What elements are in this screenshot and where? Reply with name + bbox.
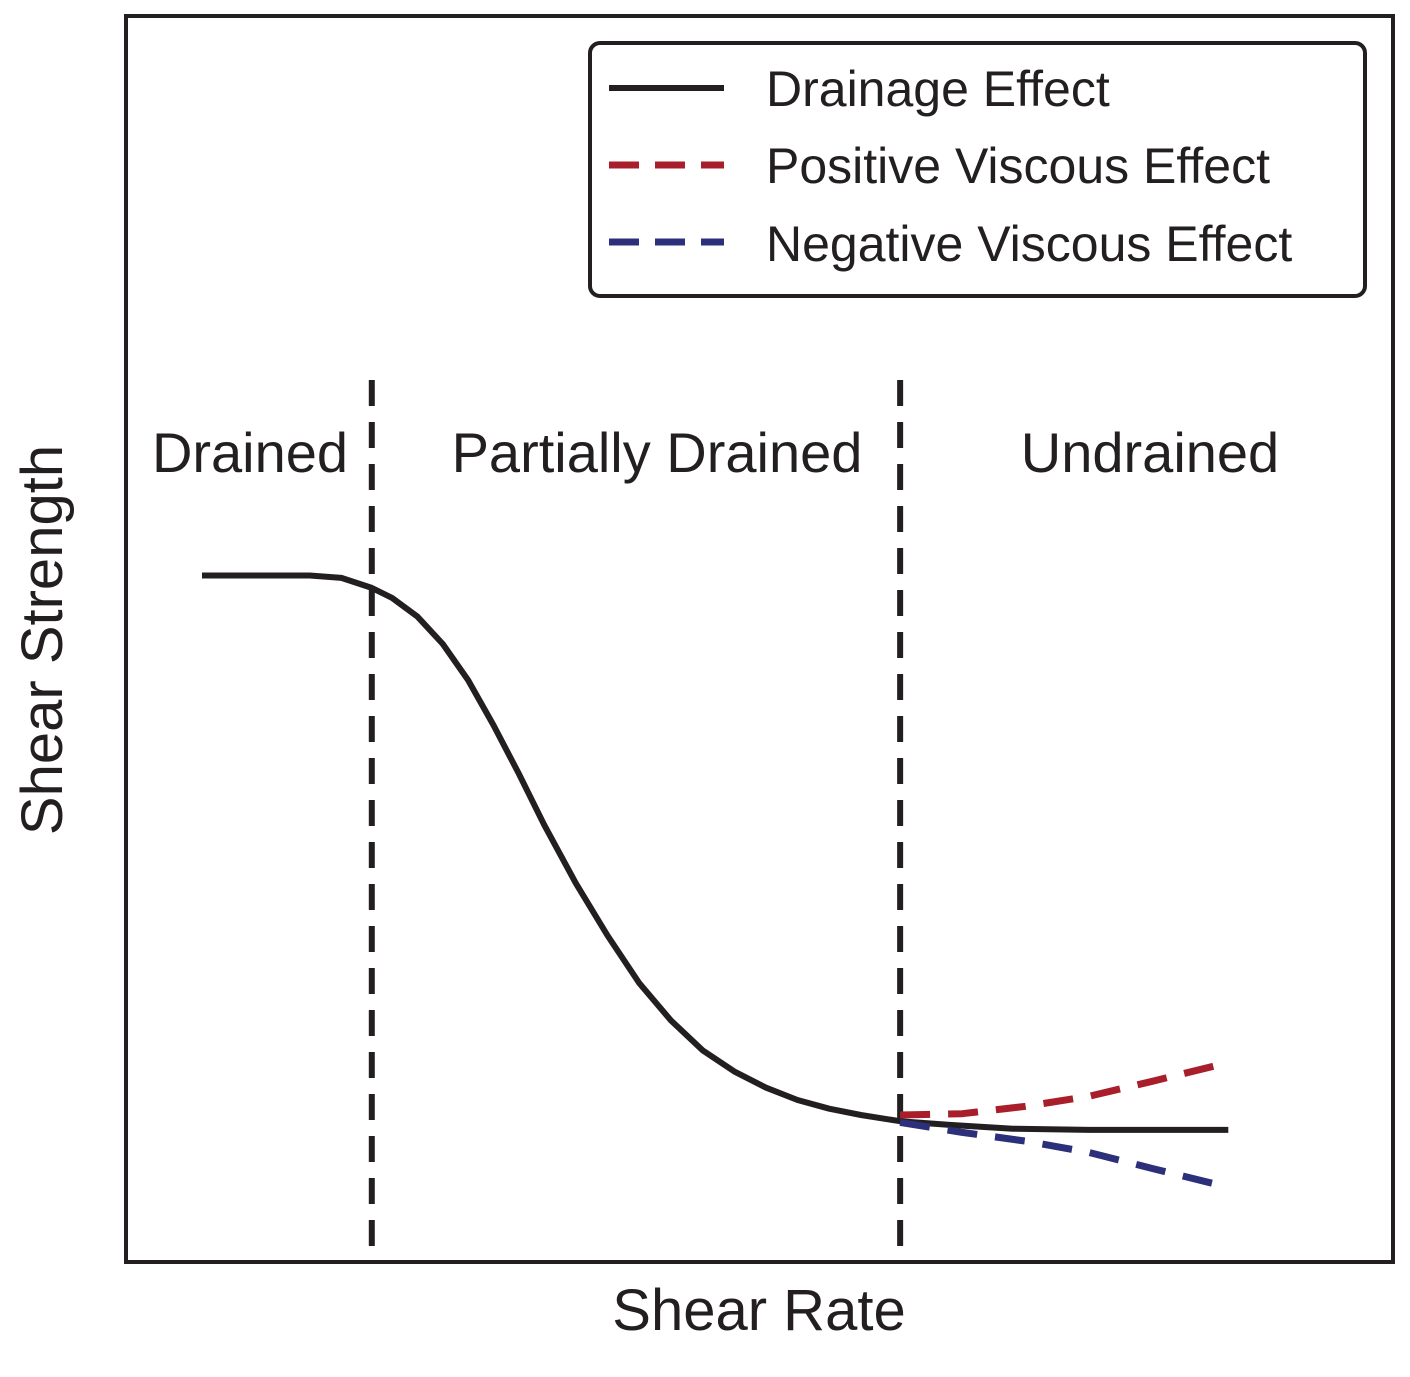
legend-label-negative-viscous-effect: Negative Viscous Effect: [766, 216, 1292, 272]
y-axis-label: Shear Strength: [10, 445, 75, 835]
series-line-positive-viscous-effect: [900, 1059, 1230, 1119]
series-lines: [202, 572, 1230, 1191]
plot-frame: [124, 14, 1395, 1264]
legend-label-drainage-effect: Drainage Effect: [766, 61, 1110, 117]
region-label-drained: Drained: [152, 421, 348, 484]
legend: Drainage Effect Positive Viscous Effect …: [588, 41, 1367, 298]
region-label-undrained: Undrained: [1021, 421, 1279, 484]
legend-box: [588, 41, 1367, 298]
series-line-drainage-effect: [202, 572, 1229, 1133]
series-line-negative-viscous-effect: [899, 1118, 1230, 1191]
region-label-partially-drained: Partially Drained: [452, 421, 863, 484]
region-boundaries: [368, 380, 904, 1262]
x-axis-label: Shear Rate: [612, 1278, 905, 1343]
legend-label-positive-viscous-effect: Positive Viscous Effect: [766, 138, 1270, 194]
